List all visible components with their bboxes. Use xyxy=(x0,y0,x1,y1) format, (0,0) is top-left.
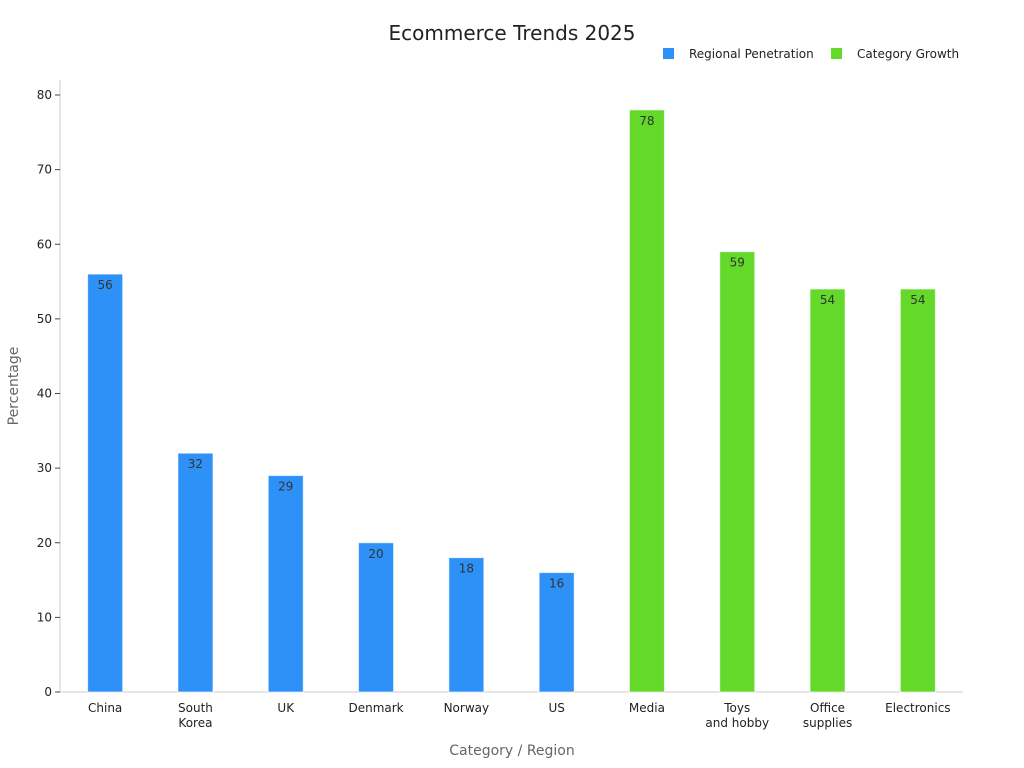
x-tick-label-line: and hobby xyxy=(705,716,769,730)
x-tick-label: Media xyxy=(629,701,665,715)
x-tick-label-line: Norway xyxy=(444,701,490,715)
bar-value-label: 20 xyxy=(368,547,383,561)
x-tick-label-line: UK xyxy=(277,701,295,715)
bar-value-label: 16 xyxy=(549,577,564,591)
y-tick-label: 60 xyxy=(37,237,52,251)
bar-regional-penetration xyxy=(538,572,575,693)
bar-category-growth xyxy=(899,288,936,693)
bars: 56 32 29 20 18 16 78 59 54 54 xyxy=(87,109,936,693)
bar-regional-penetration xyxy=(448,557,485,693)
x-tick-label-line: Toys xyxy=(723,701,750,715)
y-tick-label: 70 xyxy=(37,163,52,177)
x-tick-label: US xyxy=(548,701,564,715)
legend-label: Regional Penetration xyxy=(689,47,814,61)
x-tick-label: Denmark xyxy=(348,701,403,715)
x-axis-label: Category / Region xyxy=(449,743,575,759)
x-tick-label: Toys and hobby xyxy=(705,701,769,730)
bar-category-growth xyxy=(628,109,665,693)
bar-value-label: 59 xyxy=(730,256,745,270)
legend-label: Category Growth xyxy=(857,47,959,61)
x-tick-label-line: Electronics xyxy=(885,701,950,715)
y-axis-label: Percentage xyxy=(6,347,22,426)
plot-area: 0 10 20 30 40 50 60 70 80 China South Korea UK Denma… xyxy=(37,80,963,730)
x-tick-label: Norway xyxy=(444,701,490,715)
y-axis: 0 10 20 30 40 50 60 70 80 xyxy=(37,80,61,699)
bar-value-label: 32 xyxy=(188,457,203,471)
y-tick-label: 10 xyxy=(37,610,52,624)
bar-value-label: 56 xyxy=(98,278,113,292)
y-tick-label: 40 xyxy=(37,387,52,401)
chart-title: Ecommerce Trends 2025 xyxy=(389,21,636,45)
x-tick-label-line: China xyxy=(88,701,122,715)
x-tick-label-line: US xyxy=(548,701,564,715)
bar-regional-penetration xyxy=(267,475,304,693)
x-tick-label-line: South xyxy=(178,701,213,715)
y-tick-label: 30 xyxy=(37,461,52,475)
legend: Regional Penetration Category Growth xyxy=(663,47,959,61)
x-tick-label-line: Office xyxy=(810,701,845,715)
x-axis: China South Korea UK Denmark Norway US Media Toy… xyxy=(60,691,963,730)
x-tick-label-line: Denmark xyxy=(348,701,403,715)
x-tick-label: Electronics xyxy=(885,701,950,715)
bar-category-growth xyxy=(809,288,846,693)
x-tick-label: UK xyxy=(277,701,295,715)
y-tick-label: 0 xyxy=(44,685,52,699)
legend-swatch xyxy=(663,48,674,59)
x-tick-label: Office supplies xyxy=(803,701,852,730)
x-tick-label: South Korea xyxy=(178,701,213,730)
x-tick-label: China xyxy=(88,701,122,715)
bar-regional-penetration xyxy=(87,273,124,693)
bar-regional-penetration xyxy=(177,452,214,693)
x-tick-label-line: Korea xyxy=(178,716,212,730)
bar-value-label: 54 xyxy=(910,293,925,307)
x-tick-label-line: Media xyxy=(629,701,665,715)
x-tick-label-line: supplies xyxy=(803,716,852,730)
y-tick-label: 80 xyxy=(37,88,52,102)
bar-value-label: 78 xyxy=(639,114,654,128)
bar-value-label: 54 xyxy=(820,293,835,307)
bar-regional-penetration xyxy=(358,542,395,693)
bar-category-growth xyxy=(719,251,756,693)
y-tick-label: 20 xyxy=(37,536,52,550)
y-tick-label: 50 xyxy=(37,312,52,326)
legend-swatch xyxy=(831,48,842,59)
bar-value-label: 18 xyxy=(459,562,474,576)
bar-value-label: 29 xyxy=(278,480,293,494)
